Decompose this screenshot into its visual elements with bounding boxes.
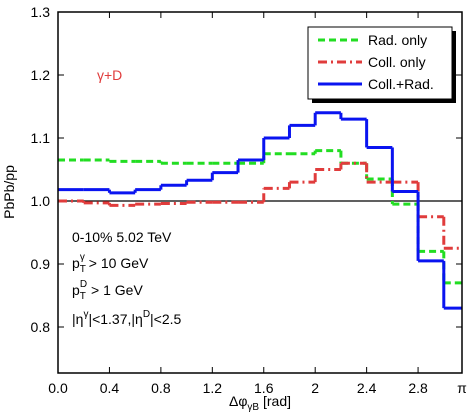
annotation: 0-10% 5.02 TeV xyxy=(72,229,172,245)
annotation-part: p xyxy=(72,282,80,298)
x-axis-label-sub: γB xyxy=(247,402,259,413)
x-tick-label: 2.8 xyxy=(408,380,428,396)
annotation-sup: γ xyxy=(80,252,85,263)
y-tick-label: 0.8 xyxy=(31,319,51,335)
annotation-sub: T xyxy=(80,291,86,302)
annotation-part: |<1.37,|η xyxy=(88,311,142,327)
y-tick-label: 1.2 xyxy=(31,67,51,83)
y-tick-label: 1.3 xyxy=(31,4,51,20)
annotation-sup: γ xyxy=(83,309,88,320)
legend-label: Coll. only xyxy=(368,54,426,70)
annotation-sub: T xyxy=(80,264,86,275)
annotation-part: > 1 GeV xyxy=(87,282,143,298)
legend-label: Coll.+Rad. xyxy=(368,76,434,92)
x-tick-label: π xyxy=(457,380,467,396)
annotation-part: > 10 GeV xyxy=(85,255,149,271)
x-tick-label: 0.8 xyxy=(151,380,171,396)
x-axis-label: ΔφγB [rad] xyxy=(229,393,291,413)
x-axis-label-main: Δφ xyxy=(229,393,247,409)
x-tick-label: 2 xyxy=(311,380,319,396)
x-axis-label-unit: [rad] xyxy=(259,393,291,409)
plot-frame xyxy=(57,11,463,374)
y-axis-label: PbPb/pp xyxy=(1,165,17,219)
annotation-part: |<2.5 xyxy=(150,311,181,327)
annotation-part: p xyxy=(72,255,80,271)
annotation-part: |η xyxy=(72,311,83,327)
y-tick-label: 1.1 xyxy=(31,130,51,146)
x-tick-label: 1.2 xyxy=(203,380,223,396)
x-tick-label: 2.4 xyxy=(357,380,377,396)
annotation-sup: D xyxy=(80,279,87,290)
annotation-sup: D xyxy=(143,309,150,320)
annotation: γ+D xyxy=(97,67,122,83)
annotation: pTγ > 10 GeV xyxy=(72,252,149,275)
series xyxy=(58,161,462,250)
y-tick-label: 0.9 xyxy=(31,256,51,272)
x-tick-label: 0.0 xyxy=(48,380,68,396)
legend-label: Rad. only xyxy=(368,32,427,48)
x-tick-label: 1.6 xyxy=(254,380,274,396)
annotation: pTD > 1 GeV xyxy=(72,279,143,302)
series xyxy=(58,111,462,310)
y-tick-label: 1.0 xyxy=(31,193,51,209)
x-tick-label: 0.4 xyxy=(100,380,120,396)
annotation: |ηγ|<1.37,|ηD|<2.5 xyxy=(72,309,182,327)
